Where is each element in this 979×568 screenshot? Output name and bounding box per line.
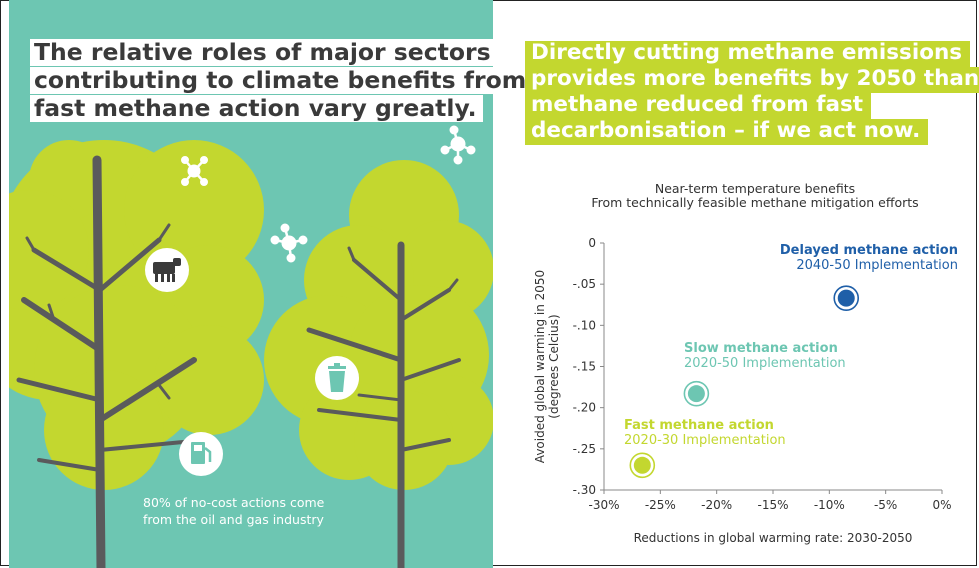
y-tick-label: 0 xyxy=(588,236,596,250)
left-tree-trunk xyxy=(16,155,206,568)
headline-line: Directly cutting methane emissions xyxy=(525,41,971,67)
data-point xyxy=(687,385,705,403)
y-tick-label: -.20 xyxy=(573,401,596,415)
y-tick-label: -.05 xyxy=(573,277,596,291)
x-tick-label: -25% xyxy=(645,498,676,512)
chart-subtitle: From technically feasible methane mitiga… xyxy=(591,195,919,210)
cow-icon xyxy=(145,248,189,292)
caption-line: 80% of no-cost actions come xyxy=(143,495,325,510)
y-axis-label: Avoided global warming in 2050 xyxy=(533,270,547,463)
x-tick-label: -10% xyxy=(814,498,845,512)
headline-line: contributing to climate benefits from xyxy=(30,67,533,94)
trees-illustration xyxy=(9,125,493,568)
headline-line: methane reduced from fast xyxy=(525,93,872,119)
point-label-sub: 2040-50 Implementation xyxy=(796,258,958,273)
headline-line: decarbonisation – if we act now. xyxy=(525,119,929,145)
methane-molecule-icon xyxy=(181,156,208,186)
right-headline: Directly cutting methane emissions provi… xyxy=(525,41,979,145)
y-tick-label: -.15 xyxy=(573,360,596,374)
x-axis-label: Reductions in global warming rate: 2030-… xyxy=(634,531,913,545)
right-tree-trunk xyxy=(306,241,461,568)
data-point xyxy=(837,289,855,307)
data-point xyxy=(633,456,651,474)
caption-line: from the oil and gas industry xyxy=(143,512,324,527)
y-tick-label: -.10 xyxy=(573,318,596,332)
headline-line: fast methane action vary greatly. xyxy=(30,95,483,122)
left-tree-canopy xyxy=(9,140,264,490)
left-illustration-panel: 80% of no-cost actions come from the oil… xyxy=(9,0,493,568)
x-tick-label: -5% xyxy=(874,498,897,512)
y-axis-label: (degrees Celcius) xyxy=(547,314,561,418)
fuel-pump-icon xyxy=(179,432,223,476)
x-tick-label: -30% xyxy=(588,498,619,512)
x-tick-label: 0% xyxy=(932,498,951,512)
headline-line: The relative roles of major sectors xyxy=(30,39,497,66)
y-tick-label: -.30 xyxy=(573,483,596,497)
x-tick-label: -15% xyxy=(757,498,788,512)
left-headline: The relative roles of major sectors cont… xyxy=(30,39,533,123)
point-label-name: Delayed methane action xyxy=(780,243,958,258)
x-tick-label: -20% xyxy=(701,498,732,512)
point-label-sub: 2020-30 Implementation xyxy=(624,433,786,448)
methane-molecule-icon xyxy=(440,125,476,165)
oil-gas-caption: 80% of no-cost actions come from the oil… xyxy=(143,494,383,528)
y-tick-label: -.25 xyxy=(573,442,596,456)
point-label-name: Fast methane action xyxy=(624,418,774,433)
methane-molecule-icon xyxy=(270,223,308,263)
point-label-name: Slow methane action xyxy=(684,341,838,356)
trash-bin-icon xyxy=(315,356,359,400)
chart-title-block: Near-term temperature benefits From tech… xyxy=(545,182,965,210)
point-label-sub: 2020-50 Implementation xyxy=(684,356,846,371)
headline-line: provides more benefits by 2050 than xyxy=(525,67,979,93)
chart-title: Near-term temperature benefits xyxy=(654,181,856,196)
